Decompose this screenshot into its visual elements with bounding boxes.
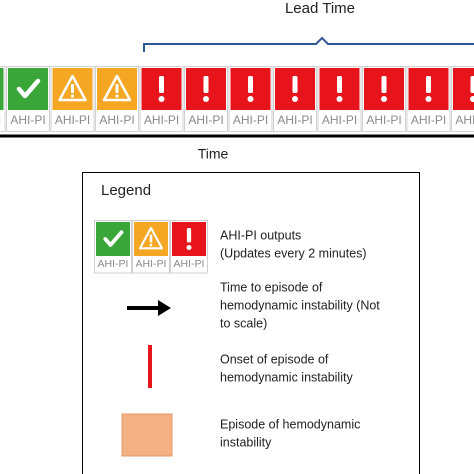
- alert-bar: [337, 76, 342, 93]
- legend-text: AHI-PI outputs: [220, 228, 301, 242]
- legend-title: Legend: [101, 182, 151, 199]
- legend-text: hemodynamic instability: [220, 370, 353, 384]
- legend-text: Onset of episode of: [220, 352, 329, 366]
- alert-dot: [470, 96, 474, 102]
- alert-bar: [381, 76, 387, 93]
- tile-label: AHI-PI: [455, 113, 474, 127]
- warning-bar: [71, 84, 74, 93]
- time-label: Time: [198, 146, 229, 162]
- alert-bar: [292, 76, 298, 93]
- warning-dot: [149, 243, 153, 247]
- tile-label: AHI-PI: [98, 258, 129, 270]
- warning-icon: [102, 74, 132, 102]
- alert-dot: [158, 96, 165, 102]
- warning-bar: [115, 84, 119, 93]
- tile: [453, 68, 474, 110]
- tile-label: AHI-PI: [366, 113, 401, 127]
- alert-dot: [186, 244, 192, 251]
- check-icon: [16, 78, 41, 99]
- tile-label: AHI-PI: [10, 113, 45, 127]
- alert-dot: [336, 96, 343, 102]
- legend-text: Time to episode of: [220, 280, 323, 294]
- tile: [0, 68, 4, 110]
- warning-dot: [115, 94, 119, 98]
- tile-label: AHI-PI: [99, 113, 134, 127]
- tile-label: AHI-PI: [322, 113, 357, 127]
- legend-episode-box: [121, 413, 173, 457]
- legend-text: Episode of hemodynamic: [220, 417, 360, 431]
- alert-bar: [203, 76, 209, 93]
- alert-bar: [426, 76, 431, 93]
- alert-dot: [203, 96, 209, 102]
- lead-time-title: Lead Time: [285, 0, 355, 17]
- legend-text: (Updates every 2 minutes): [220, 246, 367, 260]
- alert-bar: [248, 76, 253, 93]
- tile-label: AHI-PI: [136, 258, 167, 270]
- alert-dot: [247, 96, 254, 102]
- legend-text: hemodynamic instability (Not: [220, 298, 380, 312]
- tile-label: AHI-PI: [55, 113, 90, 127]
- tile-label: AHI-PI: [174, 258, 205, 270]
- alert-bar: [159, 76, 164, 93]
- legend-text: to scale): [220, 316, 267, 330]
- tile-label: AHI-PI: [411, 113, 446, 127]
- warning-bar: [149, 234, 153, 243]
- legend-arrow-head: [158, 300, 171, 316]
- warning-icon: [138, 226, 164, 250]
- tile-label: AHI-PI: [144, 113, 179, 127]
- alert-bar: [470, 76, 474, 93]
- warning-icon: [58, 74, 87, 102]
- legend-box: [82, 172, 420, 474]
- warning-dot: [70, 94, 75, 98]
- tile: [96, 222, 130, 256]
- lead-time-bracket: [143, 36, 474, 52]
- tile-label: AHI-PI: [277, 113, 312, 127]
- alert-bar: [186, 227, 192, 243]
- alert-dot: [425, 96, 432, 102]
- check-icon: [103, 230, 124, 247]
- tile-label: AHI-PI: [233, 113, 268, 127]
- tile-label: AHI-PI: [188, 113, 223, 127]
- legend-text: instability: [220, 435, 272, 449]
- alert-dot: [381, 96, 387, 102]
- alert-dot: [292, 96, 298, 102]
- tile: [8, 68, 48, 110]
- tile-label: AHI-PI: [0, 113, 1, 127]
